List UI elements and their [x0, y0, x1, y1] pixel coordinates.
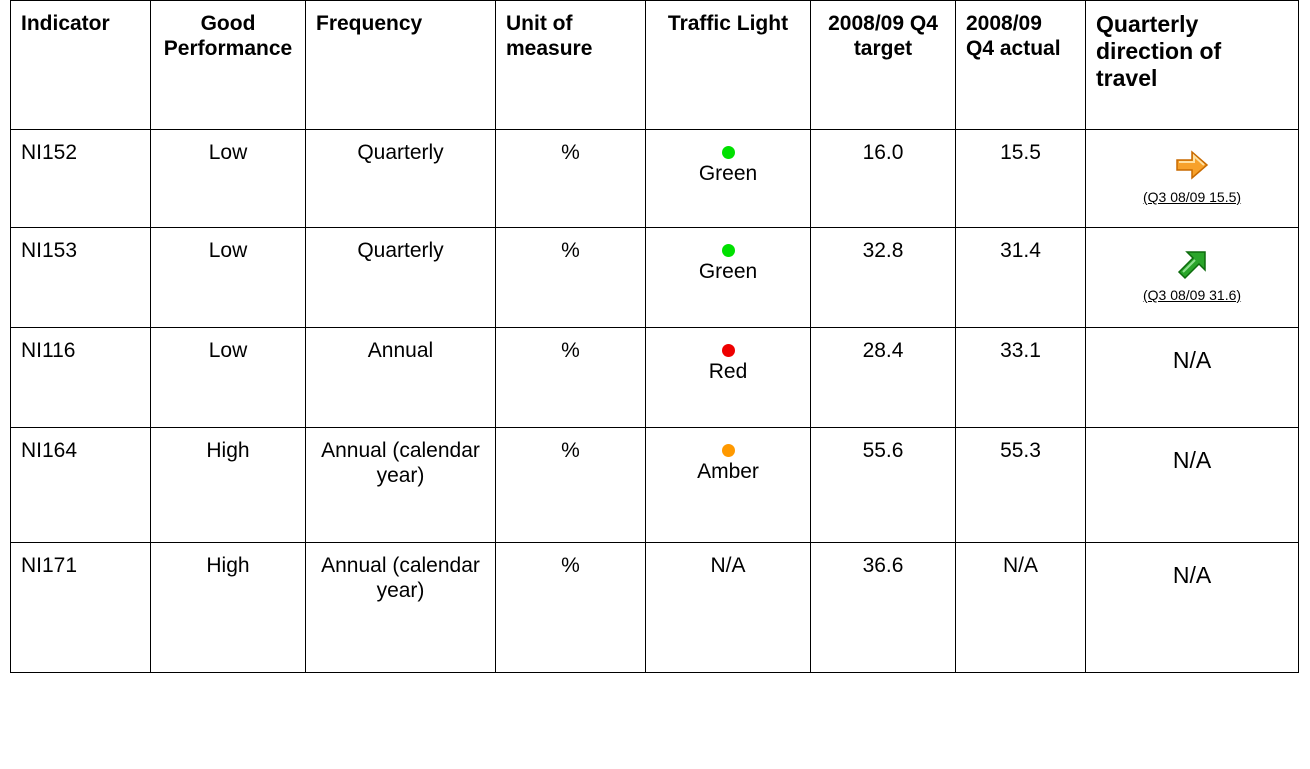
traffic-light-cell: Green	[645, 227, 811, 328]
good-cell: Low	[150, 227, 306, 328]
direction-cell: (Q3 08/09 31.6)	[1085, 227, 1299, 328]
icon-wrap	[1096, 246, 1288, 286]
table-row: NI164 High Annual (calendar year)% Amber 55.…	[10, 427, 1299, 543]
traffic-label: Amber	[697, 460, 759, 483]
unit-cell: %	[495, 327, 646, 428]
target-cell: 32.8	[810, 227, 956, 328]
frequency-cell: Annual	[305, 327, 496, 428]
actual-cell: 15.5	[955, 129, 1086, 228]
traffic-label: N/A	[710, 554, 746, 577]
header-cell: 2008/09 Q4 target	[810, 0, 956, 130]
unit-cell: %	[495, 227, 646, 328]
traffic-dot	[721, 444, 735, 457]
header-cell: Indicator	[10, 0, 151, 130]
actual-cell: 33.1	[955, 327, 1086, 428]
frequency-cell: Annual (calendar year)	[305, 427, 496, 543]
good-cell: Low	[150, 129, 306, 228]
frequency-cell: Annual (calendar year)	[305, 542, 496, 673]
indicator-cell: NI153	[10, 227, 151, 328]
traffic-light-cell: N/A	[645, 542, 811, 673]
table-body: NI152 Low Quarterly% Green 16.0 15.5 (Q3 08/09…	[10, 129, 1299, 673]
table-row: NI153 Low Quarterly% Green 32.8 31.4 (Q3 08/09…	[10, 227, 1299, 328]
direction-cell: N/A	[1085, 427, 1299, 543]
header-cell: Traffic Light	[645, 0, 811, 130]
target-cell: 16.0	[810, 129, 956, 228]
indicator-cell: NI164	[10, 427, 151, 543]
target-cell: 36.6	[810, 542, 956, 673]
traffic-dot	[721, 146, 735, 159]
frequency-cell: Quarterly	[305, 227, 496, 328]
table-row: NI116 Low Annual% Red 28.4 33.1 N/A	[10, 327, 1299, 428]
unit-cell: %	[495, 427, 646, 543]
actual-cell: 55.3	[955, 427, 1086, 543]
arrow-icon	[1177, 251, 1206, 280]
kpi-table: Indicator Good Performance Frequency Uni…	[10, 0, 1299, 673]
header-cell: Good Performance	[150, 0, 306, 130]
target-cell: 28.4	[810, 327, 956, 428]
arrow-icon	[1176, 150, 1209, 180]
header-cell: Unit of measure	[495, 0, 646, 130]
direction-note: (Q3 08/09 31.6)	[1142, 287, 1242, 303]
direction-cell: N/A	[1085, 327, 1299, 428]
traffic-label: Red	[708, 360, 748, 383]
header-cell: Quarterly direction of travel	[1085, 0, 1299, 130]
direction-text: N/A	[1172, 347, 1212, 373]
good-cell: Low	[150, 327, 306, 428]
header-cell: Frequency	[305, 0, 496, 130]
table-row: NI171 High Annual (calendar year)% N/A 36.6 N…	[10, 542, 1299, 673]
direction-cell: (Q3 08/09 15.5)	[1085, 129, 1299, 228]
indicator-cell: NI152	[10, 129, 151, 228]
good-cell: High	[150, 542, 306, 673]
unit-cell: %	[495, 542, 646, 673]
traffic-light-cell: Green	[645, 129, 811, 228]
direction-note: (Q3 08/09 15.5)	[1142, 189, 1242, 205]
indicator-cell: NI116	[10, 327, 151, 428]
traffic-label: Green	[698, 260, 758, 283]
good-cell: High	[150, 427, 306, 543]
traffic-label: Green	[698, 162, 758, 185]
icon-wrap	[1096, 148, 1288, 188]
frequency-cell: Quarterly	[305, 129, 496, 228]
unit-cell: %	[495, 129, 646, 228]
target-cell: 55.6	[810, 427, 956, 543]
traffic-light-cell: Red	[645, 327, 811, 428]
actual-cell: 31.4	[955, 227, 1086, 328]
direction-text: N/A	[1172, 562, 1212, 588]
traffic-dot	[721, 244, 735, 257]
direction-cell: N/A	[1085, 542, 1299, 673]
traffic-dot	[721, 344, 735, 357]
header-cell: 2008/09 Q4 actual	[955, 0, 1086, 130]
table-row: NI152 Low Quarterly% Green 16.0 15.5 (Q3 08/09…	[10, 129, 1299, 228]
actual-cell: N/A	[955, 542, 1086, 673]
direction-text: N/A	[1172, 447, 1212, 473]
indicator-cell: NI171	[10, 542, 151, 673]
traffic-light-cell: Amber	[645, 427, 811, 543]
header-row: Indicator Good Performance Frequency Uni…	[10, 0, 1299, 130]
